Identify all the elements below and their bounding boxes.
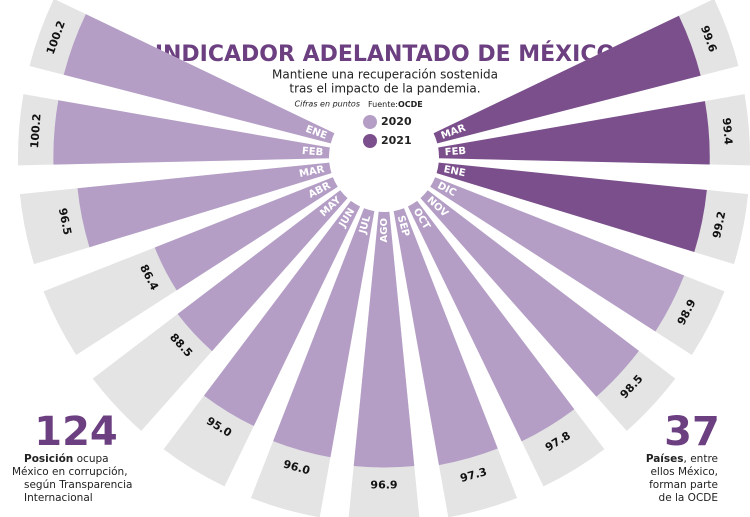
category-label: MAR bbox=[298, 164, 325, 180]
stat-bold: Posición bbox=[24, 453, 73, 465]
category-label: JUL bbox=[357, 214, 373, 236]
bar bbox=[420, 190, 639, 397]
bar bbox=[438, 101, 710, 165]
subtitle: Mantiene una recuperación sostenida bbox=[272, 68, 498, 82]
stat-line: ocupa bbox=[73, 453, 108, 465]
stat-bold: Países bbox=[646, 453, 684, 465]
bar bbox=[203, 200, 361, 427]
value-label: 99.2 bbox=[710, 210, 728, 239]
stat-text: ellos México, bbox=[650, 466, 718, 478]
stat-text: forman parte bbox=[649, 479, 718, 491]
bar bbox=[433, 15, 701, 144]
stat-line: , entre bbox=[684, 453, 718, 465]
stat-number: 124 bbox=[34, 409, 118, 455]
bar bbox=[273, 208, 375, 458]
stat-text: Países, entre bbox=[646, 453, 718, 465]
value-label: 96.9 bbox=[370, 479, 397, 492]
category-label: FEB bbox=[301, 146, 323, 159]
legend-label: 2020 bbox=[381, 115, 412, 128]
bar bbox=[53, 100, 330, 165]
bar bbox=[63, 14, 335, 144]
bar bbox=[393, 208, 498, 466]
stat-text: según Transparencia bbox=[24, 479, 132, 491]
stat-text: de la OCDE bbox=[659, 492, 718, 504]
value-label: 96.5 bbox=[56, 207, 74, 236]
bar bbox=[177, 190, 348, 352]
note: Cifras en puntos bbox=[295, 100, 360, 109]
value-label: 99.4 bbox=[720, 117, 735, 145]
chart-title: INDICADOR ADELANTADO DE MÉXICO bbox=[155, 41, 615, 67]
source: Fuente:OCDE bbox=[368, 100, 423, 109]
stat-text: Internacional bbox=[24, 492, 93, 504]
bar bbox=[436, 162, 707, 253]
stat-text: México en corrupción, bbox=[12, 466, 128, 478]
bar bbox=[154, 177, 338, 291]
source-name: OCDE bbox=[398, 100, 423, 109]
category-label: AGO bbox=[379, 218, 390, 242]
category-label: FEB bbox=[444, 146, 466, 159]
stat-text: Posición ocupa bbox=[24, 453, 109, 465]
bar bbox=[430, 177, 685, 332]
bar bbox=[353, 211, 415, 468]
legend-swatch bbox=[363, 134, 377, 148]
category-label: ENE bbox=[443, 164, 467, 179]
source-label: Fuente: bbox=[368, 100, 398, 109]
stat-number: 37 bbox=[664, 409, 720, 455]
bar bbox=[407, 200, 575, 442]
legend-label: 2021 bbox=[381, 134, 412, 147]
value-label: 100.2 bbox=[28, 113, 44, 149]
legend-swatch bbox=[363, 115, 377, 129]
subtitle: tras el impacto de la pandemia. bbox=[289, 82, 480, 96]
bar bbox=[77, 162, 332, 248]
